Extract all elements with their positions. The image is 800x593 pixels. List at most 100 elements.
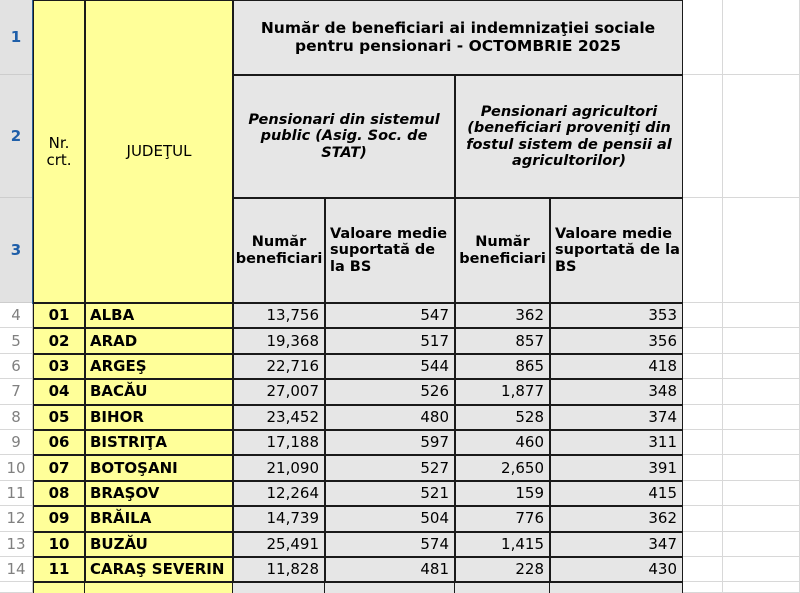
cell-judet[interactable]: BISTRIŢA xyxy=(85,430,233,456)
col-header-numar-beneficiari-public[interactable]: Număr beneficiari xyxy=(233,198,325,303)
row-header-5[interactable]: 5 xyxy=(0,328,32,354)
cell-nr-crt[interactable]: 11 xyxy=(33,557,85,583)
cell-valoare-agri[interactable]: 391 xyxy=(550,455,683,481)
row-header-11[interactable]: 11 xyxy=(0,480,32,507)
empty-cell[interactable] xyxy=(683,198,723,303)
empty-cell[interactable] xyxy=(723,379,800,405)
row-header-1[interactable]: 1 xyxy=(0,0,32,75)
cell-valoare-public[interactable]: 504 xyxy=(325,506,455,532)
cell-nr-crt[interactable]: 03 xyxy=(33,353,85,380)
header-judetul[interactable]: JUDEŢUL xyxy=(85,0,233,303)
empty-cell[interactable] xyxy=(723,353,800,380)
cell-judet[interactable]: BIHOR xyxy=(85,404,233,430)
cell-numar-agri[interactable]: 1,415 xyxy=(455,531,550,557)
cell-numar-agri[interactable]: 776 xyxy=(455,506,550,532)
cell-judet[interactable]: ALBA xyxy=(85,303,233,329)
cell-judet[interactable]: ARGEŞ xyxy=(85,353,233,380)
cell-numar-agri[interactable]: 1,877 xyxy=(455,379,550,405)
empty-cell[interactable] xyxy=(723,328,800,354)
row-header-3[interactable]: 3 xyxy=(0,198,32,303)
row-header-6[interactable]: 6 xyxy=(0,353,32,380)
empty-cell[interactable] xyxy=(723,430,800,456)
row-header-7[interactable]: 7 xyxy=(0,379,32,405)
cell-numar-agri-partial[interactable] xyxy=(455,582,550,593)
cell-numar-agri[interactable]: 528 xyxy=(455,404,550,430)
cell-numar-public[interactable]: 17,188 xyxy=(233,430,325,456)
cell-valoare-agri[interactable]: 348 xyxy=(550,379,683,405)
cell-numar-public[interactable]: 11,828 xyxy=(233,557,325,583)
cell-judet-partial[interactable] xyxy=(85,582,233,593)
cell-nr-crt-partial[interactable] xyxy=(33,582,85,593)
cell-valoare-public[interactable]: 481 xyxy=(325,557,455,583)
cell-numar-public[interactable]: 25,491 xyxy=(233,531,325,557)
cell-valoare-agri[interactable]: 374 xyxy=(550,404,683,430)
row-header-13[interactable]: 13 xyxy=(0,531,32,557)
row-header-9[interactable]: 9 xyxy=(0,430,32,456)
cell-valoare-agri[interactable]: 311 xyxy=(550,430,683,456)
cell-judet[interactable]: BRAŞOV xyxy=(85,480,233,507)
cell-nr-crt[interactable]: 05 xyxy=(33,404,85,430)
cell-valoare-agri-partial[interactable] xyxy=(550,582,683,593)
cell-numar-public[interactable]: 23,452 xyxy=(233,404,325,430)
cell-numar-public[interactable]: 27,007 xyxy=(233,379,325,405)
empty-cell[interactable] xyxy=(683,430,723,456)
cell-judet[interactable]: BRĂILA xyxy=(85,506,233,532)
group-header-public[interactable]: Pensionari din sistemul public (Asig. So… xyxy=(233,75,455,198)
cell-numar-agri[interactable]: 865 xyxy=(455,353,550,380)
empty-cell[interactable] xyxy=(723,557,800,583)
empty-cell[interactable] xyxy=(723,198,800,303)
empty-cell[interactable] xyxy=(683,557,723,583)
cell-valoare-public[interactable]: 521 xyxy=(325,480,455,507)
cell-valoare-agri[interactable]: 430 xyxy=(550,557,683,583)
cell-numar-agri[interactable]: 857 xyxy=(455,328,550,354)
cell-judet[interactable]: ARAD xyxy=(85,328,233,354)
table-title[interactable]: Număr de beneficiari ai indemnizaţiei so… xyxy=(233,0,683,75)
empty-cell[interactable] xyxy=(683,0,723,75)
cell-judet[interactable]: BUZĂU xyxy=(85,531,233,557)
empty-cell[interactable] xyxy=(723,455,800,481)
cell-numar-public[interactable]: 12,264 xyxy=(233,480,325,507)
row-header-12[interactable]: 12 xyxy=(0,506,32,532)
empty-cell[interactable] xyxy=(683,75,723,198)
cell-numar-public-partial[interactable] xyxy=(233,582,325,593)
cell-valoare-public[interactable]: 547 xyxy=(325,303,455,329)
cell-valoare-agri[interactable]: 415 xyxy=(550,480,683,507)
row-header-10[interactable]: 10 xyxy=(0,455,32,481)
empty-cell[interactable] xyxy=(683,455,723,481)
cell-valoare-public[interactable]: 526 xyxy=(325,379,455,405)
empty-cell[interactable] xyxy=(683,531,723,557)
cell-valoare-public[interactable]: 544 xyxy=(325,353,455,380)
row-header-4[interactable]: 4 xyxy=(0,303,32,329)
cell-valoare-agri[interactable]: 353 xyxy=(550,303,683,329)
cell-valoare-public[interactable]: 517 xyxy=(325,328,455,354)
empty-cell[interactable] xyxy=(683,328,723,354)
group-header-agricultori[interactable]: Pensionari agricultori (beneficiari prov… xyxy=(455,75,683,198)
row-header-2[interactable]: 2 xyxy=(0,75,32,198)
cell-judet[interactable]: BOTOŞANI xyxy=(85,455,233,481)
cell-nr-crt[interactable]: 01 xyxy=(33,303,85,329)
cell-nr-crt[interactable]: 07 xyxy=(33,455,85,481)
col-header-valoare-medie-agri[interactable]: Valoare medie suportată de la BS xyxy=(550,198,683,303)
cell-numar-agri[interactable]: 362 xyxy=(455,303,550,329)
empty-cell[interactable] xyxy=(723,0,800,75)
empty-cell[interactable] xyxy=(723,75,800,198)
cell-valoare-public[interactable]: 480 xyxy=(325,404,455,430)
empty-cell[interactable] xyxy=(723,506,800,532)
empty-cell[interactable] xyxy=(683,480,723,507)
col-header-valoare-medie-public[interactable]: Valoare medie suportată de la BS xyxy=(325,198,455,303)
row-header-partial[interactable] xyxy=(0,582,32,593)
empty-cell[interactable] xyxy=(723,404,800,430)
cell-numar-agri[interactable]: 2,650 xyxy=(455,455,550,481)
empty-cell[interactable] xyxy=(683,379,723,405)
cell-nr-crt[interactable]: 06 xyxy=(33,430,85,456)
cell-nr-crt[interactable]: 10 xyxy=(33,531,85,557)
cell-valoare-agri[interactable]: 362 xyxy=(550,506,683,532)
cell-valoare-agri[interactable]: 347 xyxy=(550,531,683,557)
empty-cell[interactable] xyxy=(683,582,723,593)
cell-nr-crt[interactable]: 08 xyxy=(33,480,85,507)
empty-cell[interactable] xyxy=(683,303,723,329)
cell-valoare-agri[interactable]: 356 xyxy=(550,328,683,354)
cell-judet[interactable]: BACĂU xyxy=(85,379,233,405)
cell-nr-crt[interactable]: 02 xyxy=(33,328,85,354)
empty-cell[interactable] xyxy=(683,506,723,532)
